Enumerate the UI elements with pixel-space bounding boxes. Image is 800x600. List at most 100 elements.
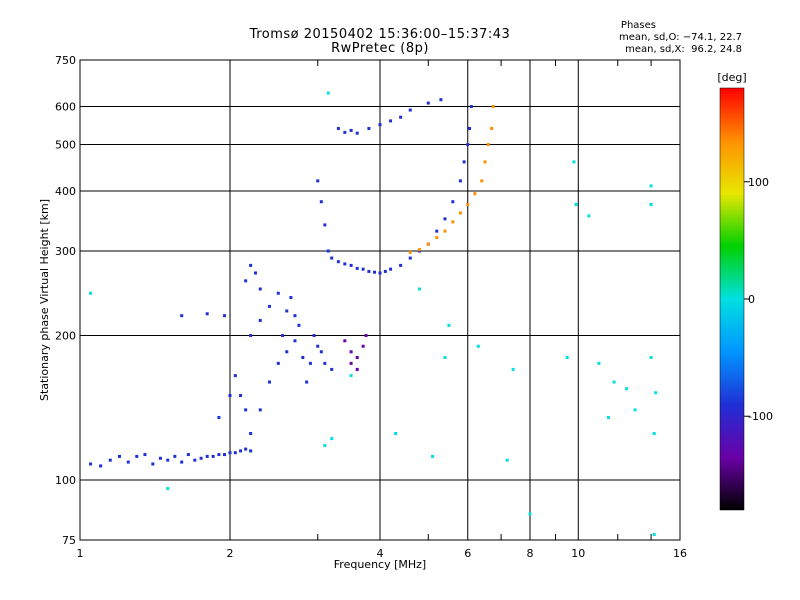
data-point xyxy=(276,291,280,295)
data-point xyxy=(323,444,327,448)
data-point xyxy=(355,355,359,359)
x-tick-label: 1 xyxy=(77,547,84,560)
data-point xyxy=(323,223,327,227)
data-point xyxy=(349,350,353,354)
x-axis-label: Frequency [MHz] xyxy=(334,558,426,571)
y-tick-label: 500 xyxy=(55,139,76,152)
data-point xyxy=(308,361,312,365)
data-point xyxy=(89,462,93,466)
y-tick-label: 300 xyxy=(55,245,76,258)
colorbar-label: [deg] xyxy=(717,71,746,84)
data-point xyxy=(435,236,439,240)
data-point xyxy=(330,367,334,371)
colorbar-tick-label: 100 xyxy=(748,176,769,189)
y-tick-label: 75 xyxy=(62,534,76,547)
data-point xyxy=(490,126,494,130)
data-point xyxy=(343,262,347,266)
grid xyxy=(80,60,680,540)
data-point xyxy=(319,200,323,204)
data-point xyxy=(361,267,365,271)
data-point xyxy=(597,361,601,365)
data-point xyxy=(253,271,257,275)
colorbar-tick-label: 0 xyxy=(748,293,755,306)
data-point xyxy=(249,334,253,338)
axis-ticks: 1 2 4 6 8 10 16 75 100 200 300 400 500 600 750 xyxy=(55,54,687,560)
data-point xyxy=(319,350,323,354)
data-point xyxy=(223,453,227,457)
data-point xyxy=(462,160,466,164)
data-point xyxy=(223,314,227,318)
data-point xyxy=(408,108,412,112)
y-tick-label: 600 xyxy=(55,101,76,114)
chart-title: Tromsø 20150402 15:36:00–15:37:43 xyxy=(249,27,511,42)
stats-o-mode: mean, sd,O: −74.1, 22.7 xyxy=(619,32,742,43)
data-point xyxy=(652,533,656,537)
data-point xyxy=(491,105,495,109)
data-point xyxy=(180,460,184,464)
data-point xyxy=(267,304,271,308)
data-point xyxy=(355,367,359,371)
data-point xyxy=(99,464,103,468)
x-tick-label: 16 xyxy=(673,547,687,560)
data-point xyxy=(431,454,435,458)
data-point xyxy=(480,179,484,183)
colorbar-tick-label: -100 xyxy=(748,410,773,423)
data-point xyxy=(326,91,330,95)
data-point xyxy=(289,296,293,300)
colorbar xyxy=(719,87,745,511)
data-point xyxy=(326,249,330,253)
data-point xyxy=(451,220,455,224)
y-tick-label: 100 xyxy=(55,474,76,487)
data-point xyxy=(249,263,253,267)
data-point xyxy=(135,454,139,458)
plot-frame xyxy=(79,59,681,541)
data-point xyxy=(285,309,289,313)
data-point xyxy=(458,211,462,215)
data-point xyxy=(399,115,403,119)
data-point xyxy=(355,131,359,135)
data-point xyxy=(205,454,209,458)
data-point xyxy=(426,101,430,105)
data-point xyxy=(233,451,237,455)
data-point xyxy=(108,458,112,462)
data-point xyxy=(528,512,532,516)
data-point xyxy=(649,184,653,188)
data-point xyxy=(443,217,447,221)
data-point xyxy=(349,374,353,378)
data-point xyxy=(389,119,393,123)
data-point xyxy=(486,143,490,147)
data-point xyxy=(367,126,371,130)
data-point xyxy=(239,449,243,453)
data-point xyxy=(166,487,170,491)
data-point xyxy=(574,202,578,206)
x-tick-label: 6 xyxy=(464,547,471,560)
data-point xyxy=(378,123,382,127)
data-point xyxy=(443,229,447,233)
data-point xyxy=(408,256,412,260)
data-point xyxy=(258,318,262,322)
x-tick-label: 2 xyxy=(227,547,234,560)
data-point xyxy=(633,408,637,412)
data-point xyxy=(285,350,289,354)
data-point xyxy=(378,271,382,275)
data-point xyxy=(435,229,439,233)
data-point xyxy=(476,344,480,348)
data-point xyxy=(394,432,398,436)
data-point xyxy=(258,287,262,291)
data-point xyxy=(336,260,340,264)
data-point xyxy=(293,339,297,343)
data-point xyxy=(166,458,170,462)
data-point xyxy=(276,361,280,365)
stats-title: Phases xyxy=(620,20,656,31)
data-point xyxy=(211,454,215,458)
data-point xyxy=(281,334,285,338)
data-point xyxy=(373,270,377,274)
data-point xyxy=(505,458,509,462)
data-point xyxy=(267,380,271,384)
data-point xyxy=(466,202,470,206)
data-point xyxy=(417,248,421,252)
data-point xyxy=(587,214,591,218)
data-point xyxy=(364,334,368,338)
data-point xyxy=(572,160,576,164)
data-point xyxy=(408,250,412,254)
